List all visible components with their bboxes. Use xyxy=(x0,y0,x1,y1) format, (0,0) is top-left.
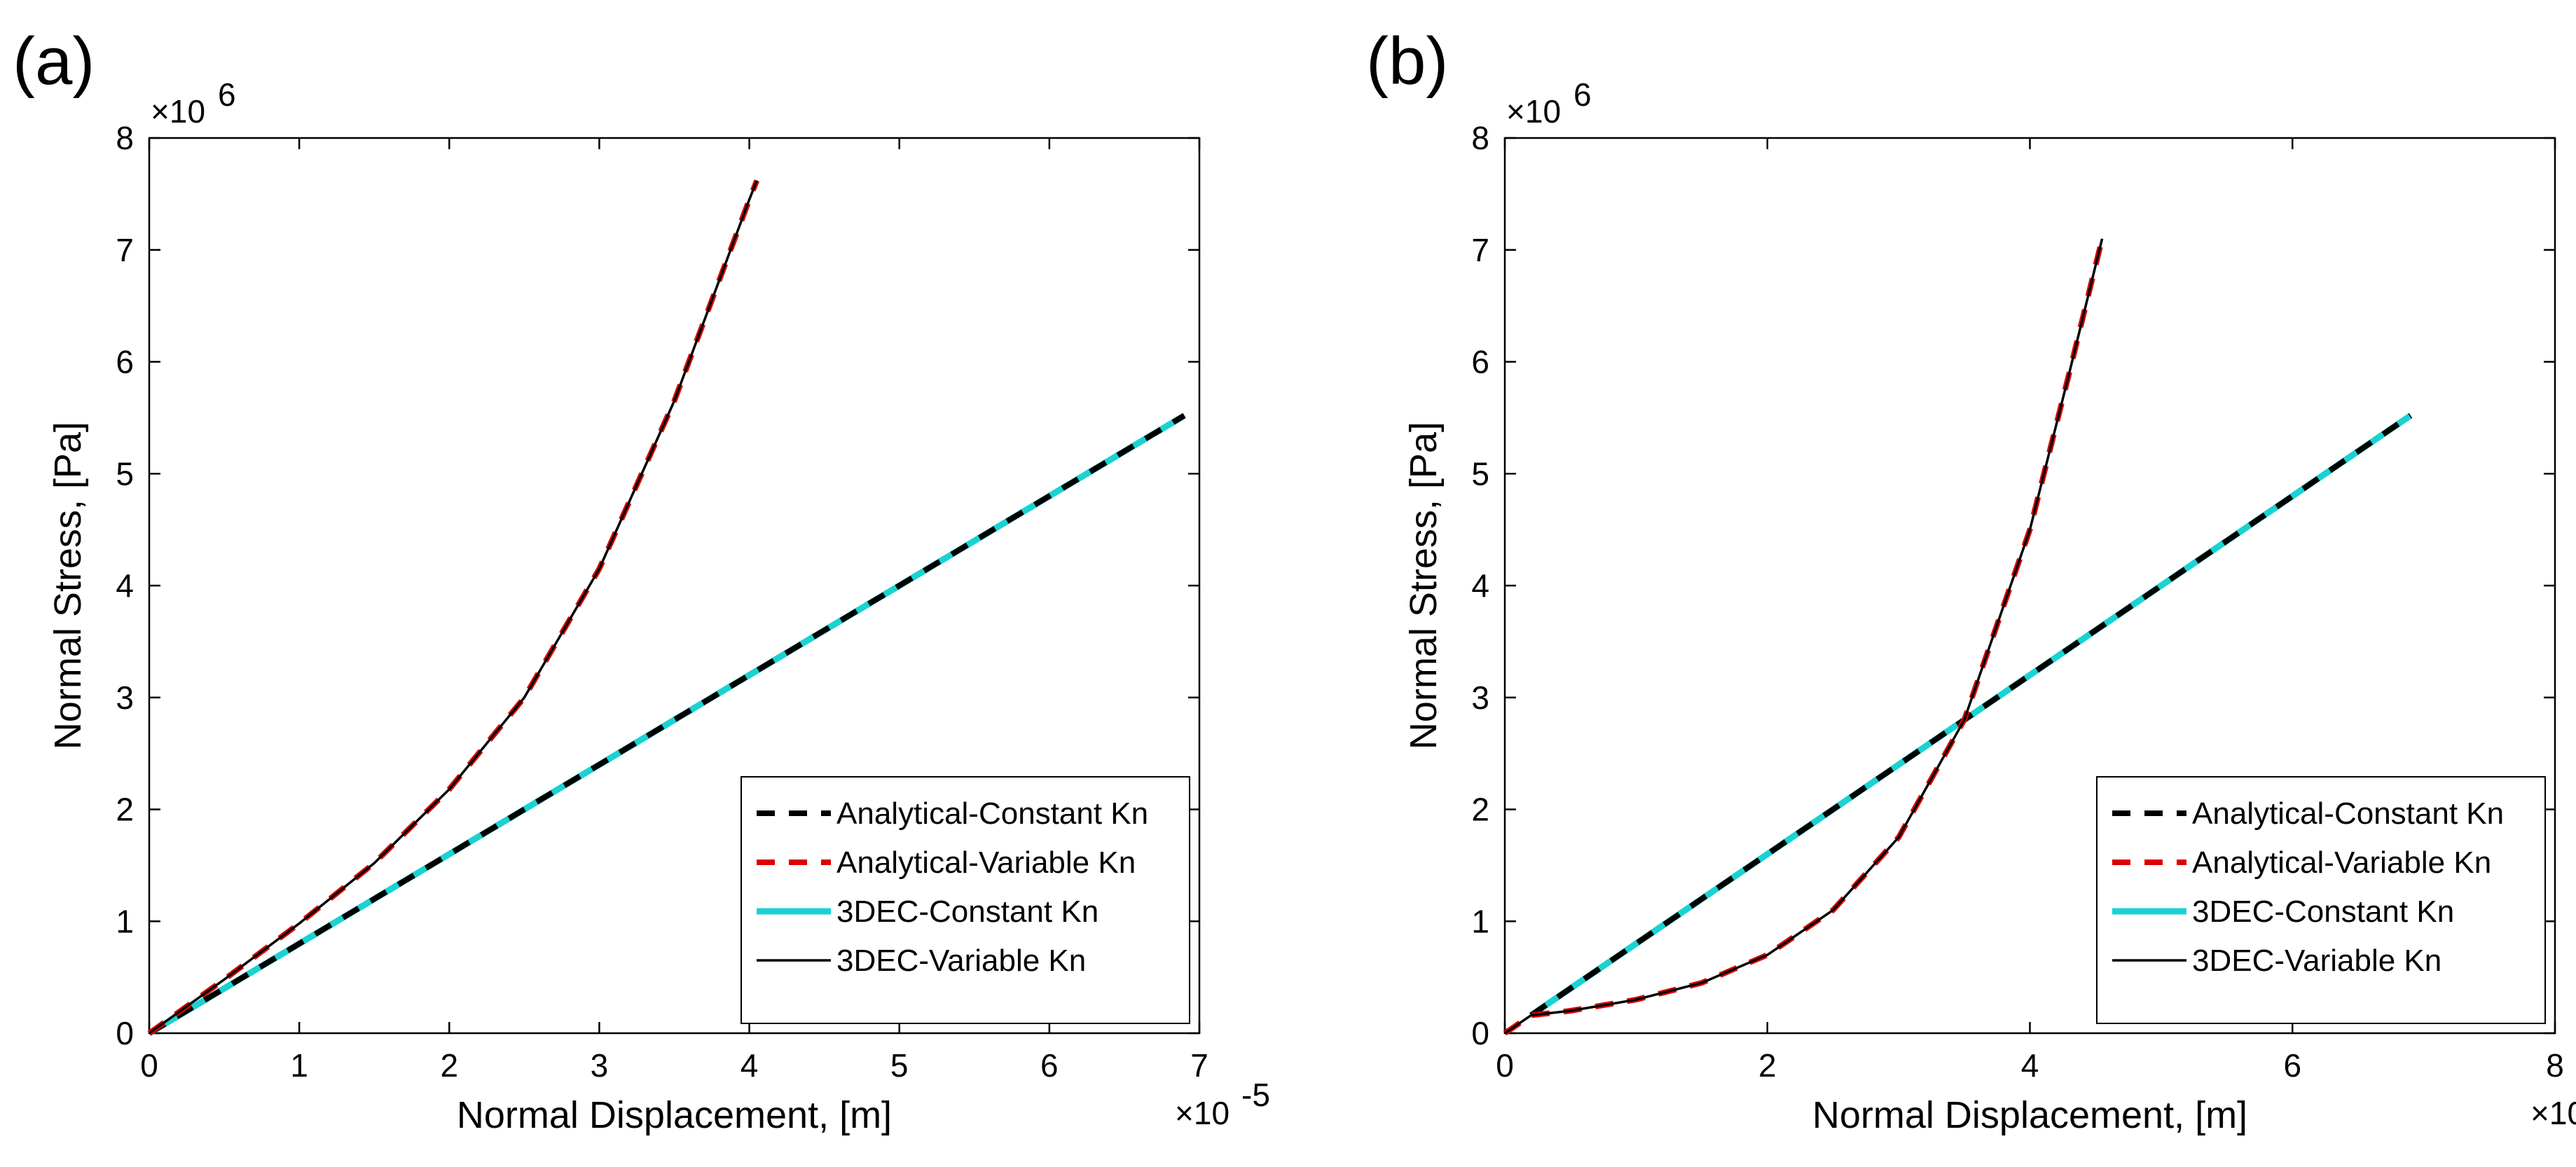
y-tick-label: 8 xyxy=(116,120,134,156)
x-tick-label: 2 xyxy=(440,1047,458,1084)
y-tick-label: 6 xyxy=(116,344,134,380)
legend-label: Analytical-Variable Kn xyxy=(836,845,1136,880)
panel-label: (b) xyxy=(1366,24,1448,99)
legend-box xyxy=(741,776,1190,1024)
series-line-3dec-variable-kn xyxy=(148,180,758,1035)
y-tick-label: 5 xyxy=(116,455,134,492)
legend-label: 3DEC-Constant Kn xyxy=(2192,895,2454,929)
y-axis-label: Normal Stress, [Pa] xyxy=(47,422,89,750)
y-axis-multiplier: ×10 xyxy=(151,93,205,130)
series-line-analytical-constant-kn xyxy=(147,413,1186,1036)
series-line-analytical-constant-kn xyxy=(1529,413,2413,1018)
legend-label: 3DEC-Variable Kn xyxy=(2192,944,2441,978)
series-line-3dec-variable-kn xyxy=(1504,238,2104,1035)
y-tick-label: 5 xyxy=(1471,455,1489,492)
legend: Analytical-Constant Kn Analytical-Variabl… xyxy=(741,776,1190,1024)
x-tick-label: 0 xyxy=(1496,1047,1514,1084)
chart-panel-b: (b) 0 2 4 6 8 0 1 2 3 4 5 6 7 8 Normal Displacement, [m… xyxy=(1366,24,2576,1136)
x-tick-label: 6 xyxy=(2283,1047,2301,1084)
x-tick-label: 3 xyxy=(591,1047,609,1084)
x-tick-label: 2 xyxy=(1758,1047,1777,1084)
legend-label: 3DEC-Variable Kn xyxy=(836,944,1086,978)
y-tick-label: 7 xyxy=(1471,232,1489,268)
y-tick-label: 1 xyxy=(1471,903,1489,939)
y-tick-label: 2 xyxy=(1471,792,1489,828)
x-tick-label: 7 xyxy=(1190,1047,1208,1084)
legend-label: Analytical-Constant Kn xyxy=(836,796,1148,831)
x-tick-label: 8 xyxy=(2546,1047,2564,1084)
y-tick-label: 0 xyxy=(1471,1015,1489,1051)
legend-label: Analytical-Variable Kn xyxy=(2192,845,2491,880)
chart-panel-a: (a) 0 1 2 3 4 5 6 7 0 1 2 3 4 5 6 7 8 Normal Displacement,… xyxy=(13,24,1270,1136)
x-axis-multiplier: ×10 xyxy=(2530,1095,2576,1131)
y-tick-label: 3 xyxy=(116,679,134,716)
y-tick-label: 0 xyxy=(116,1015,134,1051)
y-tick-label: 4 xyxy=(116,567,134,604)
legend-label: 3DEC-Constant Kn xyxy=(836,895,1098,929)
y-tick-label: 6 xyxy=(1471,344,1489,380)
x-tick-label: 6 xyxy=(1040,1047,1059,1084)
y-tick-label: 2 xyxy=(116,792,134,828)
y-tick-label: 1 xyxy=(116,903,134,939)
x-tick-label: 1 xyxy=(290,1047,308,1084)
y-tick-label: 4 xyxy=(1471,567,1489,604)
legend-box xyxy=(2096,776,2546,1024)
y-axis-exponent: 6 xyxy=(218,76,236,113)
x-tick-label: 5 xyxy=(890,1047,909,1084)
x-tick-label: 4 xyxy=(741,1047,759,1084)
y-axis-multiplier: ×10 xyxy=(1506,93,1561,130)
y-tick-label: 3 xyxy=(1471,679,1489,716)
x-axis-label: Normal Displacement, [m] xyxy=(1812,1094,2247,1136)
legend-label: Analytical-Constant Kn xyxy=(2192,796,2504,831)
x-tick-label: 0 xyxy=(140,1047,158,1084)
y-tick-label: 7 xyxy=(116,232,134,268)
y-axis-label: Normal Stress, [Pa] xyxy=(1403,422,1445,750)
x-axis-label: Normal Displacement, [m] xyxy=(457,1094,892,1136)
y-tick-label: 8 xyxy=(1471,120,1489,156)
x-axis-multiplier: ×10 xyxy=(1175,1095,1230,1131)
y-axis-exponent: 6 xyxy=(1573,76,1592,113)
x-tick-label: 4 xyxy=(2021,1047,2039,1084)
x-axis-exponent: -5 xyxy=(1241,1077,1270,1113)
panel-label: (a) xyxy=(13,24,95,99)
legend: Analytical-Constant Kn Analytical-Variabl… xyxy=(2096,776,2546,1024)
